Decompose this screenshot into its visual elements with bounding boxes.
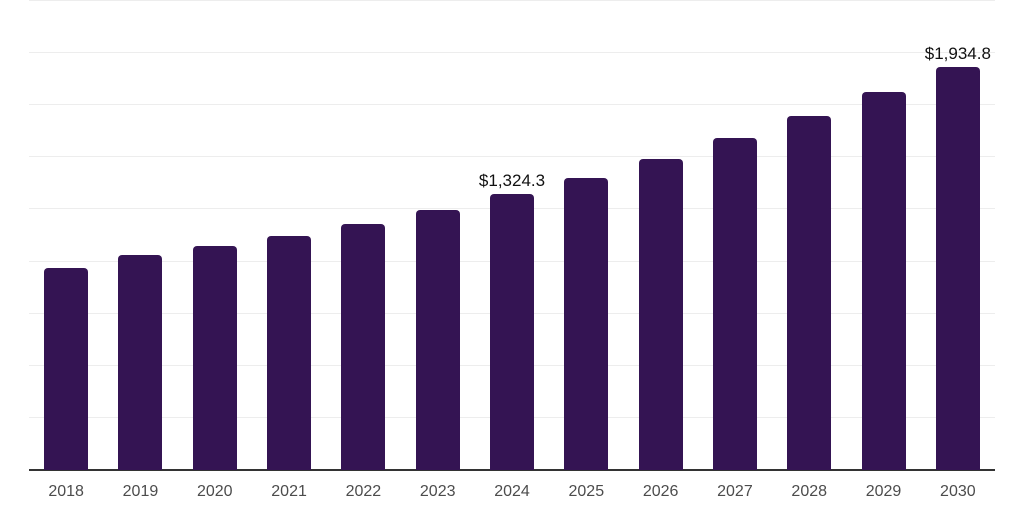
x-tick-label-2028: 2028 xyxy=(791,483,828,500)
bar-2025[interactable] xyxy=(564,177,609,470)
bar-2021[interactable] xyxy=(267,235,312,470)
bar-2024[interactable] xyxy=(490,193,534,470)
gridline xyxy=(29,156,995,158)
bar-value-label-2024: $1,324.3 xyxy=(478,170,546,190)
plot-area: $1,324.3 $1,934.8 xyxy=(29,0,995,471)
x-axis-line xyxy=(29,469,995,471)
bar-2028[interactable] xyxy=(787,115,832,470)
bar-2018[interactable] xyxy=(44,267,89,470)
x-axis: 2018 2019 2020 2021 2022 2023 2024 2025 2026 2027… xyxy=(29,471,995,512)
bar-2023[interactable] xyxy=(415,209,460,470)
bar-2022[interactable] xyxy=(341,223,386,470)
bar-2020[interactable] xyxy=(192,245,237,470)
gridline xyxy=(29,0,995,2)
x-tick-label-2019: 2019 xyxy=(122,483,159,500)
x-tick-label-2022: 2022 xyxy=(345,483,382,500)
bar-2027[interactable] xyxy=(712,138,757,470)
bar-value-label-2030: $1,934.8 xyxy=(924,43,991,63)
bar-2030[interactable] xyxy=(935,66,980,470)
x-tick-label-2020: 2020 xyxy=(196,483,233,500)
gridline xyxy=(29,52,995,54)
x-tick-label-2021: 2021 xyxy=(271,483,307,500)
x-tick-label-2026: 2026 xyxy=(642,483,679,500)
x-tick-label-2018: 2018 xyxy=(48,483,84,500)
x-tick-label-2029: 2029 xyxy=(865,483,902,500)
bar-2029[interactable] xyxy=(861,92,906,470)
x-tick-label-2023: 2023 xyxy=(419,483,456,500)
x-tick-label-2025: 2025 xyxy=(568,483,605,500)
gridline xyxy=(29,104,995,106)
bar-2026[interactable] xyxy=(638,158,683,470)
x-tick-label-2024: 2024 xyxy=(494,483,530,500)
bar-2019[interactable] xyxy=(118,254,163,470)
x-tick-label-2030: 2030 xyxy=(940,483,976,500)
x-tick-label-2027: 2027 xyxy=(717,483,753,500)
